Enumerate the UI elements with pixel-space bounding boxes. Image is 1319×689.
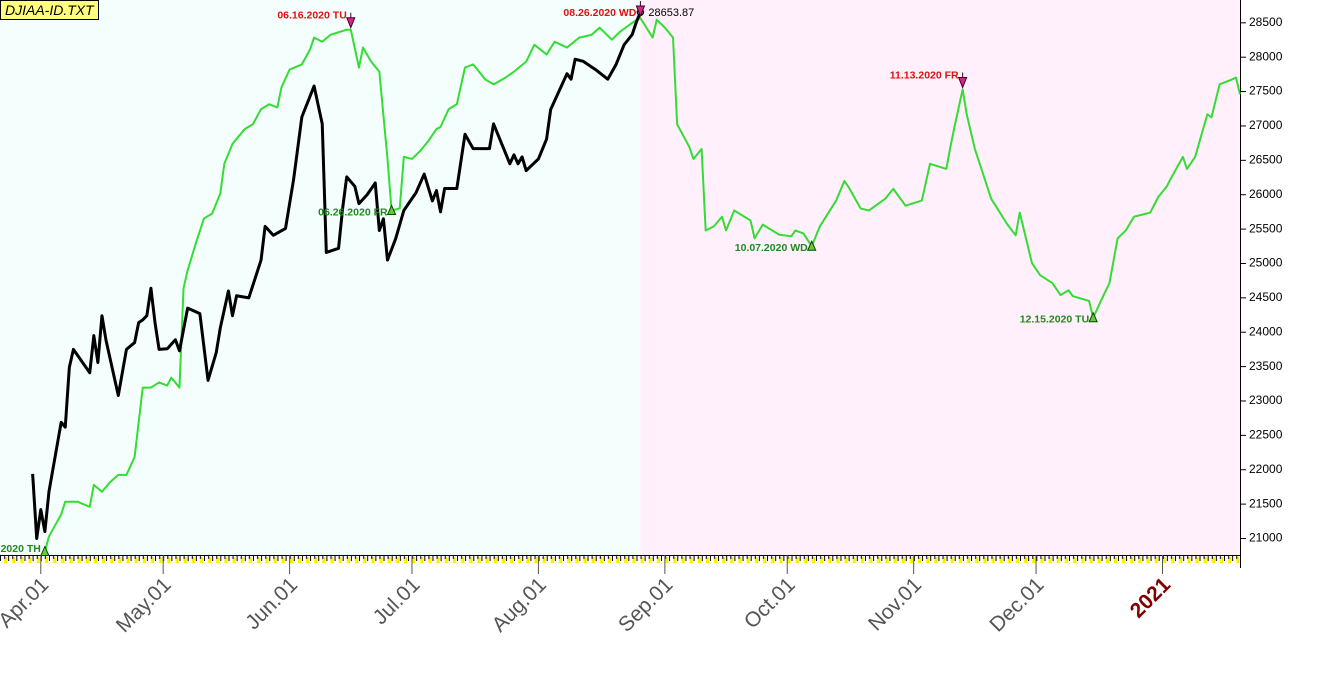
y-tick-label: 23000 xyxy=(1249,393,1283,407)
y-tick-label: 24000 xyxy=(1249,324,1283,338)
projection-line xyxy=(43,17,1241,552)
x-tick-label: Jun.01 xyxy=(241,573,302,634)
day-ruler xyxy=(0,556,1240,568)
actual-line xyxy=(31,11,642,540)
low-label: 12.15.2020 TU xyxy=(1020,314,1089,326)
last-value-label: 28653.87 xyxy=(648,7,694,19)
y-tick-label: 27500 xyxy=(1249,84,1283,98)
high-label: 08.26.2020 WD xyxy=(563,7,636,19)
high-label: 06.16.2020 TU xyxy=(277,9,346,21)
y-tick-label: 21000 xyxy=(1249,531,1283,545)
y-tick-label: 28500 xyxy=(1249,15,1283,29)
x-tick-label: May.01 xyxy=(112,573,176,637)
low-marker xyxy=(386,204,397,216)
low-marker xyxy=(40,545,50,557)
x-tick-label: Sep.01 xyxy=(614,573,677,636)
low-label: 2020 TH xyxy=(1,543,41,555)
high-marker xyxy=(346,12,356,30)
low-label: 10.07.2020 WD xyxy=(735,242,808,254)
x-tick-label: Nov.01 xyxy=(864,573,926,635)
high-marker xyxy=(635,1,646,18)
y-tick-label: 27000 xyxy=(1249,118,1283,132)
y-tick-label: 21500 xyxy=(1249,496,1283,510)
y-tick-label: 22000 xyxy=(1249,462,1283,476)
low-label: 06.26.2020 FR xyxy=(318,206,388,218)
y-tick-label: 28000 xyxy=(1249,49,1283,63)
chart-title: DJIAA-ID.TXT xyxy=(0,0,99,20)
plot: 28653.87 2020 TH 06.16.2020 TU 06.26.2020 F… xyxy=(1,1,1241,557)
x-tick-label: Dec.01 xyxy=(985,573,1048,636)
y-tick-label: 22500 xyxy=(1249,428,1283,442)
x-tick-label: Aug.01 xyxy=(488,573,551,636)
x-tick-label: 2021 xyxy=(1126,573,1176,623)
x-tick-label: Jul.01 xyxy=(369,573,425,629)
high-label: 11.13.2020 FR xyxy=(890,69,959,81)
background xyxy=(0,0,1240,555)
y-tick-label: 24500 xyxy=(1249,290,1283,304)
past-background xyxy=(0,0,641,555)
x-tick-label: Apr.01 xyxy=(0,573,53,632)
low-marker xyxy=(1088,311,1098,323)
high-marker xyxy=(957,72,968,89)
low-marker xyxy=(806,240,817,251)
y-tick-label: 23500 xyxy=(1249,359,1283,373)
y-tick-label: 26500 xyxy=(1249,153,1283,167)
y-tick-label: 25500 xyxy=(1249,221,1283,235)
future-background xyxy=(640,0,1240,555)
y-tick-label: 26000 xyxy=(1249,187,1283,201)
x-tick-label: Oct.01 xyxy=(740,573,800,633)
y-tick-label: 25000 xyxy=(1249,256,1283,270)
